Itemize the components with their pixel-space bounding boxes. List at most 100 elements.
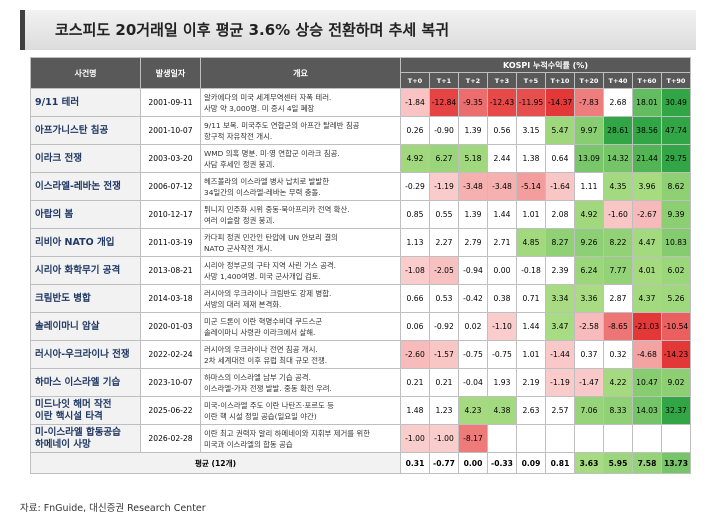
return-cell: -0.42 — [458, 284, 488, 313]
return-cell: -1.84 — [400, 88, 430, 117]
column-header: 사건명 — [30, 57, 141, 89]
average-cell: 0.81 — [545, 452, 575, 474]
return-cell: 2.68 — [603, 88, 633, 117]
return-cell — [545, 424, 575, 453]
return-cell: 0.21 — [429, 368, 459, 397]
return-cell: 3.96 — [632, 172, 662, 201]
column-header: 개요 — [200, 57, 401, 89]
event-date: 2023-10-07 — [140, 368, 201, 397]
return-cell: 1.23 — [429, 396, 459, 425]
event-date: 2025-06-22 — [140, 396, 201, 425]
return-cell: 5.26 — [660, 284, 692, 313]
average-cell: 3.63 — [574, 452, 604, 474]
average-cell: 0.09 — [516, 452, 546, 474]
average-cell: 5.95 — [603, 452, 633, 474]
return-cell: 4.38 — [487, 396, 517, 425]
return-cell: -1.08 — [400, 256, 430, 285]
period-header: T+0 — [400, 72, 430, 89]
return-cell: 2.44 — [487, 144, 517, 173]
return-cell: 0.53 — [429, 284, 459, 313]
summary-line: 미국-이스라엘 주도 이란 나탄즈·포르도 등 — [204, 400, 335, 410]
return-cell: -4.68 — [632, 340, 662, 369]
header-row: 사건명 발생일자 개요 KOSPI 누적수익률 (%) — [30, 57, 692, 89]
summary-line: 헤즈볼라의 이스라엘 병사 납치로 발발한 — [204, 176, 329, 186]
return-cell: -0.75 — [458, 340, 488, 369]
return-cell: 9.97 — [574, 116, 604, 145]
return-cell: 6.24 — [574, 256, 604, 285]
return-cell: 0.64 — [545, 144, 575, 173]
return-cell: 3.36 — [574, 284, 604, 313]
column-header: 발생일자 — [140, 57, 201, 89]
return-cell: -14.37 — [545, 88, 575, 117]
event-name-line: 미드나잇 해머 작전 — [35, 398, 112, 410]
return-cell — [603, 424, 633, 453]
summary-line: NATO 군사작전 개시. — [204, 243, 273, 253]
group-header: KOSPI 누적수익률 (%) — [399, 57, 692, 73]
data-row: 미-이스라엘 합동공습 하메네이 사망 2026-02-28 이란 최고 권력자 알리… — [30, 424, 692, 453]
return-cell: 0.56 — [487, 116, 517, 145]
summary-line: 사망 1,400여명. 미국 군사개입 검토. — [204, 271, 321, 281]
return-cell: -0.18 — [516, 256, 546, 285]
return-cell: 14.03 — [632, 396, 662, 425]
return-cell: 47.74 — [660, 116, 692, 145]
summary-line: 미국과 이스라엘의 합동 공습 — [204, 439, 293, 449]
return-cell: 8.27 — [545, 228, 575, 257]
return-cell — [660, 424, 692, 453]
event-summary: 하마스의 이스라엘 남부 기습 공격. 이스라엘-가자 전쟁 발발. 중동 확전 … — [200, 368, 401, 397]
data-row: 하마스 이스라엘 기습 2023-10-07 하마스의 이스라엘 남부 기습 공격.… — [30, 368, 692, 397]
period-header: T+60 — [632, 72, 662, 89]
return-cell: 29.75 — [660, 144, 692, 173]
event-name-line: 하마스 이스라엘 기습 — [35, 376, 121, 388]
return-cell: 1.39 — [458, 116, 488, 145]
event-date: 2010-12-17 — [140, 200, 201, 229]
return-cell: 8.22 — [603, 228, 633, 257]
event-summary: 미국-이스라엘 주도 이란 나탄즈·포르도 등 이란 핵 시설 정밀 공습(일요일… — [200, 396, 401, 425]
data-row: 이라크 전쟁 2003-03-20 WMD 의혹 명분. 미·영 연합군 이라크 침… — [30, 144, 692, 173]
summary-line: 이란 최고 권력자 알리 하메네이와 지휘부 제거를 위한 — [204, 428, 371, 438]
return-cell: -2.60 — [400, 340, 430, 369]
return-cell: -1.64 — [545, 172, 575, 201]
return-cell: 21.44 — [632, 144, 662, 173]
event-name: 하마스 이스라엘 기습 — [30, 368, 141, 397]
summary-line: 이스라엘-가자 전쟁 발발. 중동 확전 우려. — [204, 383, 332, 393]
period-header: T+3 — [487, 72, 517, 89]
return-cell: -8.17 — [458, 424, 488, 453]
return-cell: 0.21 — [400, 368, 430, 397]
event-name: 9/11 테러 — [30, 88, 141, 117]
summary-line: 튀니지 민주화 시위 중동·북아프리카 전역 확산. — [204, 204, 350, 214]
return-cell: 4.37 — [632, 284, 662, 313]
event-name-line: 솔레이마니 암살 — [35, 320, 100, 332]
summary-line: 9/11 보복. 미국주도 연합군의 아프간 탈레반 침공 — [204, 120, 360, 130]
return-cell: 4.92 — [574, 200, 604, 229]
event-summary: 미군 드론이 이란 혁명수비대 쿠드스군 솔레이마니 사령관 이라크에서 살해. — [200, 312, 401, 341]
data-row: 아프가니스탄 침공 2001-10-07 9/11 보복. 미국주도 연합군의 아프… — [30, 116, 692, 145]
event-name-line: 9/11 테러 — [35, 96, 80, 108]
event-name-line: 시리아 화학무기 공격 — [35, 264, 121, 276]
event-name: 미-이스라엘 합동공습 하메네이 사망 — [30, 424, 141, 453]
event-name: 미드나잇 해머 작전 이란 핵시설 타격 — [30, 396, 141, 425]
return-cell: -11.95 — [516, 88, 546, 117]
event-name-line: 아프가니스탄 침공 — [35, 124, 109, 136]
data-row: 시리아 화학무기 공격 2013-08-21 시리아 정부군의 구타 지역 사린 가… — [30, 256, 692, 285]
event-summary: 튀니지 민주화 시위 중동·북아프리카 전역 확산. 여러 이슬람 정권 붕괴. — [200, 200, 401, 229]
average-cell: 7.58 — [632, 452, 662, 474]
return-cell: 1.38 — [516, 144, 546, 173]
average-cell: -0.77 — [429, 452, 459, 474]
summary-line: 알카에다의 미국 세계무역센터 자폭 테러. — [204, 92, 332, 102]
average-cell: 13.73 — [660, 452, 692, 474]
summary-line: 하마스의 이스라엘 남부 기습 공격. — [204, 372, 311, 382]
returns-table: 사건명 발생일자 개요 KOSPI 누적수익률 (%) T+0 T+1 T+2 T+3 T+5 T… — [30, 57, 692, 474]
event-summary: 알카에다의 미국 세계무역센터 자폭 테러. 사망 약 3,000명. 미 증시 … — [200, 88, 401, 117]
event-name: 이스라엘-레바논 전쟁 — [30, 172, 141, 201]
event-name: 크림반도 병합 — [30, 284, 141, 313]
event-summary: 이란 최고 권력자 알리 하메네이와 지휘부 제거를 위한 미국과 이스라엘의 합… — [200, 424, 401, 453]
return-cell: -3.48 — [487, 172, 517, 201]
event-summary: 시리아 정부군의 구타 지역 사린 가스 공격. 사망 1,400여명. 미국 군… — [200, 256, 401, 285]
summary-line: 여러 이슬람 정권 붕괴. — [204, 215, 275, 225]
average-row: 평균 (12개) 0.31 -0.77 0.00 -0.33 0.09 0.81 3.63 5.… — [30, 452, 692, 474]
return-cell: 5.47 — [545, 116, 575, 145]
summary-line: 러시아의 우크라이나 전면 침공 개시. — [204, 344, 318, 354]
event-name-line: 리비아 NATO 개입 — [35, 236, 115, 248]
return-cell: -0.04 — [458, 368, 488, 397]
